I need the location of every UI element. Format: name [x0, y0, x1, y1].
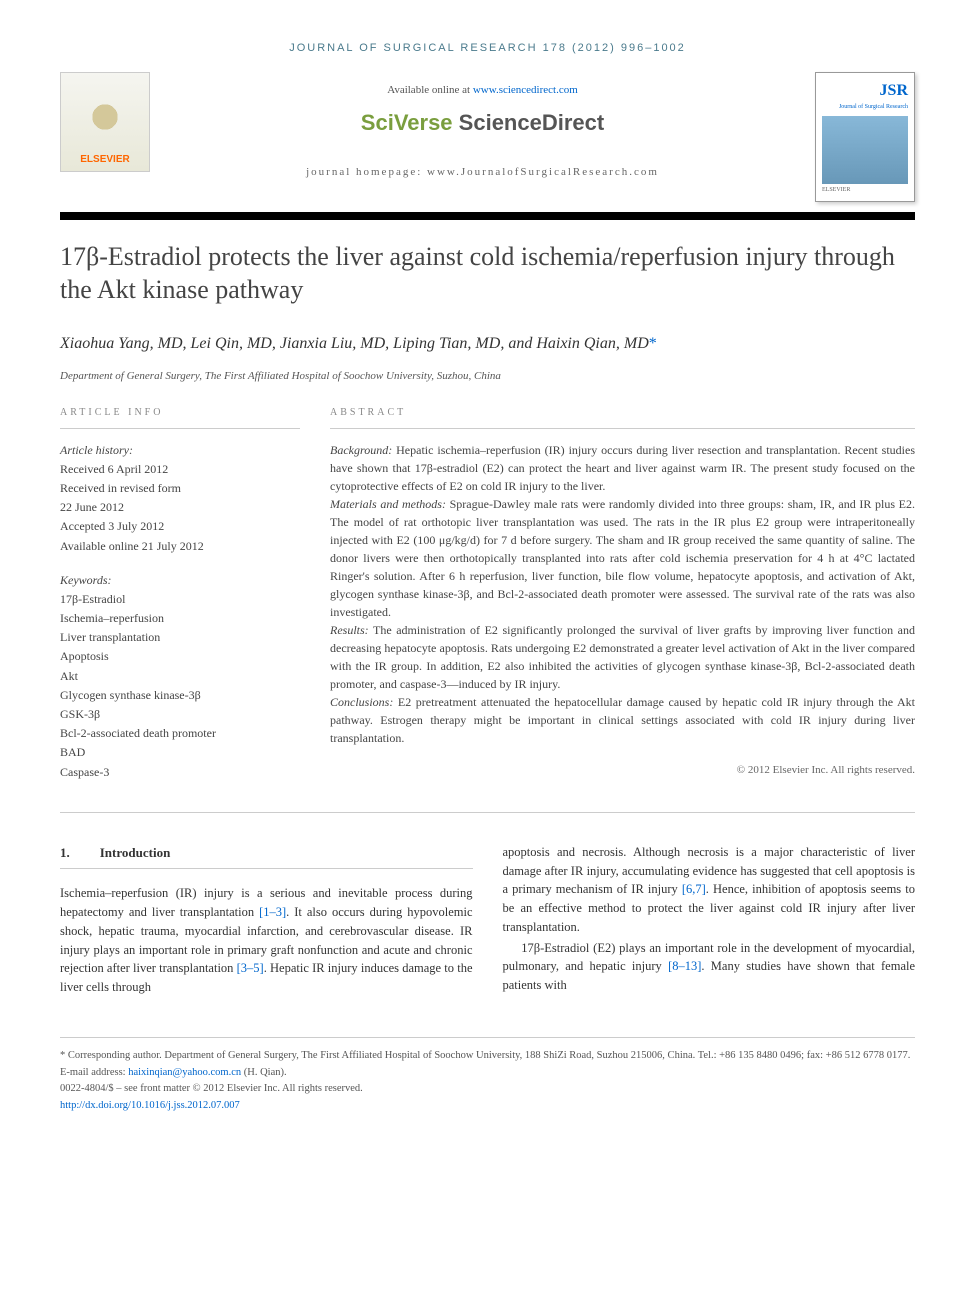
background-text: Hepatic ischemia–reperfusion (IR) injury… [330, 443, 915, 493]
history-label: Article history: [60, 441, 300, 460]
results-label: Results: [330, 623, 369, 637]
copyright: © 2012 Elsevier Inc. All rights reserved… [330, 762, 915, 779]
keyword: Liver transplantation [60, 628, 300, 647]
email-label: E-mail address: [60, 1067, 128, 1078]
article-info-label: ARTICLE INFO [60, 405, 300, 429]
intro-para-1: Ischemia–reperfusion (IR) injury is a se… [60, 884, 473, 997]
homepage-label: journal homepage: [306, 166, 427, 178]
divider [60, 812, 915, 813]
methods-text: Sprague-Dawley male rats were randomly d… [330, 497, 915, 619]
cover-image [822, 116, 908, 184]
intro-para-2: 17β-Estradiol (E2) plays an important ro… [503, 939, 916, 995]
keyword: Glycogen synthase kinase-3β [60, 686, 300, 705]
results-text: The administration of E2 significantly p… [330, 623, 915, 691]
section-header: 1. Introduction [60, 843, 473, 870]
keywords-block: Keywords: 17β-Estradiol Ischemia–reperfu… [60, 571, 300, 782]
cover-subtitle: Journal of Surgical Research [822, 103, 908, 112]
ref-link[interactable]: [1–3] [259, 905, 286, 919]
background-label: Background: [330, 443, 392, 457]
keyword: GSK-3β [60, 705, 300, 724]
conclusions-label: Conclusions: [330, 695, 393, 709]
received-date: Received 6 April 2012 [60, 460, 300, 479]
revised-label: Received in revised form [60, 479, 300, 498]
corresponding-author: * Corresponding author. Department of Ge… [60, 1048, 915, 1065]
body-col-left: 1. Introduction Ischemia–reperfusion (IR… [60, 843, 473, 997]
keyword: Ischemia–reperfusion [60, 609, 300, 628]
email-name: (H. Qian). [241, 1067, 287, 1078]
platform-brand: SciVerse ScienceDirect [170, 106, 795, 139]
sciencedirect-word: ScienceDirect [459, 110, 605, 135]
header-center: Available online at www.sciencedirect.co… [150, 72, 815, 191]
elsevier-label: ELSEVIER [80, 152, 129, 167]
article-history: Article history: Received 6 April 2012 R… [60, 441, 300, 556]
corr-label: * Corresponding author. [60, 1050, 162, 1061]
title-bar [60, 212, 915, 220]
sciverse-word: SciVerse [361, 110, 459, 135]
authors: Xiaohua Yang, MD, Lei Qin, MD, Jianxia L… [60, 332, 915, 356]
article-info-column: ARTICLE INFO Article history: Received 6… [60, 405, 300, 782]
keyword: Bcl-2-associated death promoter [60, 724, 300, 743]
keyword: Caspase-3 [60, 763, 300, 782]
issn-line: 0022-4804/$ – see front matter © 2012 El… [60, 1081, 915, 1098]
abstract-label: ABSTRACT [330, 405, 915, 429]
section-title: Introduction [100, 843, 171, 863]
keyword: BAD [60, 743, 300, 762]
elsevier-tree-icon [75, 87, 135, 147]
online-date: Available online 21 July 2012 [60, 537, 300, 556]
abstract-column: ABSTRACT Background: Hepatic ischemia–re… [330, 405, 915, 782]
conclusions-text: E2 pretreatment attenuated the hepatocel… [330, 695, 915, 745]
corr-text: Department of General Surgery, The First… [162, 1050, 911, 1061]
ref-link[interactable]: [8–13] [668, 959, 701, 973]
accepted-date: Accepted 3 July 2012 [60, 517, 300, 536]
journal-cover: JSR Journal of Surgical Research ELSEVIE… [815, 72, 915, 202]
homepage-url[interactable]: www.JournalofSurgicalResearch.com [427, 166, 659, 178]
body-columns: 1. Introduction Ischemia–reperfusion (IR… [60, 843, 915, 997]
doi-link[interactable]: http://dx.doi.org/10.1016/j.jss.2012.07.… [60, 1098, 915, 1115]
body-col-right: apoptosis and necrosis. Although necrosi… [503, 843, 916, 997]
email-link[interactable]: haixinqian@yahoo.com.cn [128, 1067, 241, 1078]
ref-link[interactable]: [6,7] [682, 882, 706, 896]
keyword: Akt [60, 667, 300, 686]
footer: * Corresponding author. Department of Ge… [60, 1037, 915, 1115]
keywords-label: Keywords: [60, 571, 300, 590]
journal-header: JOURNAL OF SURGICAL RESEARCH 178 (2012) … [60, 40, 915, 57]
available-prefix: Available online at [387, 84, 473, 96]
abstract-text: Background: Hepatic ischemia–reperfusion… [330, 441, 915, 747]
ref-link[interactable]: [3–5] [237, 961, 264, 975]
methods-label: Materials and methods: [330, 497, 446, 511]
keyword: 17β-Estradiol [60, 590, 300, 609]
affiliation: Department of General Surgery, The First… [60, 368, 915, 385]
intro-para-cont: apoptosis and necrosis. Although necrosi… [503, 843, 916, 937]
author-list: Xiaohua Yang, MD, Lei Qin, MD, Jianxia L… [60, 335, 649, 352]
journal-homepage: journal homepage: www.JournalofSurgicalR… [170, 164, 795, 181]
section-number: 1. [60, 843, 70, 863]
elsevier-logo: ELSEVIER [60, 72, 150, 172]
corresponding-mark: * [649, 335, 657, 352]
email-line: E-mail address: haixinqian@yahoo.com.cn … [60, 1065, 915, 1082]
available-text: Available online at www.sciencedirect.co… [170, 82, 795, 99]
sciencedirect-link[interactable]: www.sciencedirect.com [473, 84, 578, 96]
cover-jsr: JSR [822, 79, 908, 103]
cover-publisher: ELSEVIER [822, 186, 908, 195]
header-row: ELSEVIER Available online at www.science… [60, 72, 915, 202]
revised-date: 22 June 2012 [60, 498, 300, 517]
keyword: Apoptosis [60, 647, 300, 666]
article-title: 17β-Estradiol protects the liver against… [60, 240, 915, 308]
